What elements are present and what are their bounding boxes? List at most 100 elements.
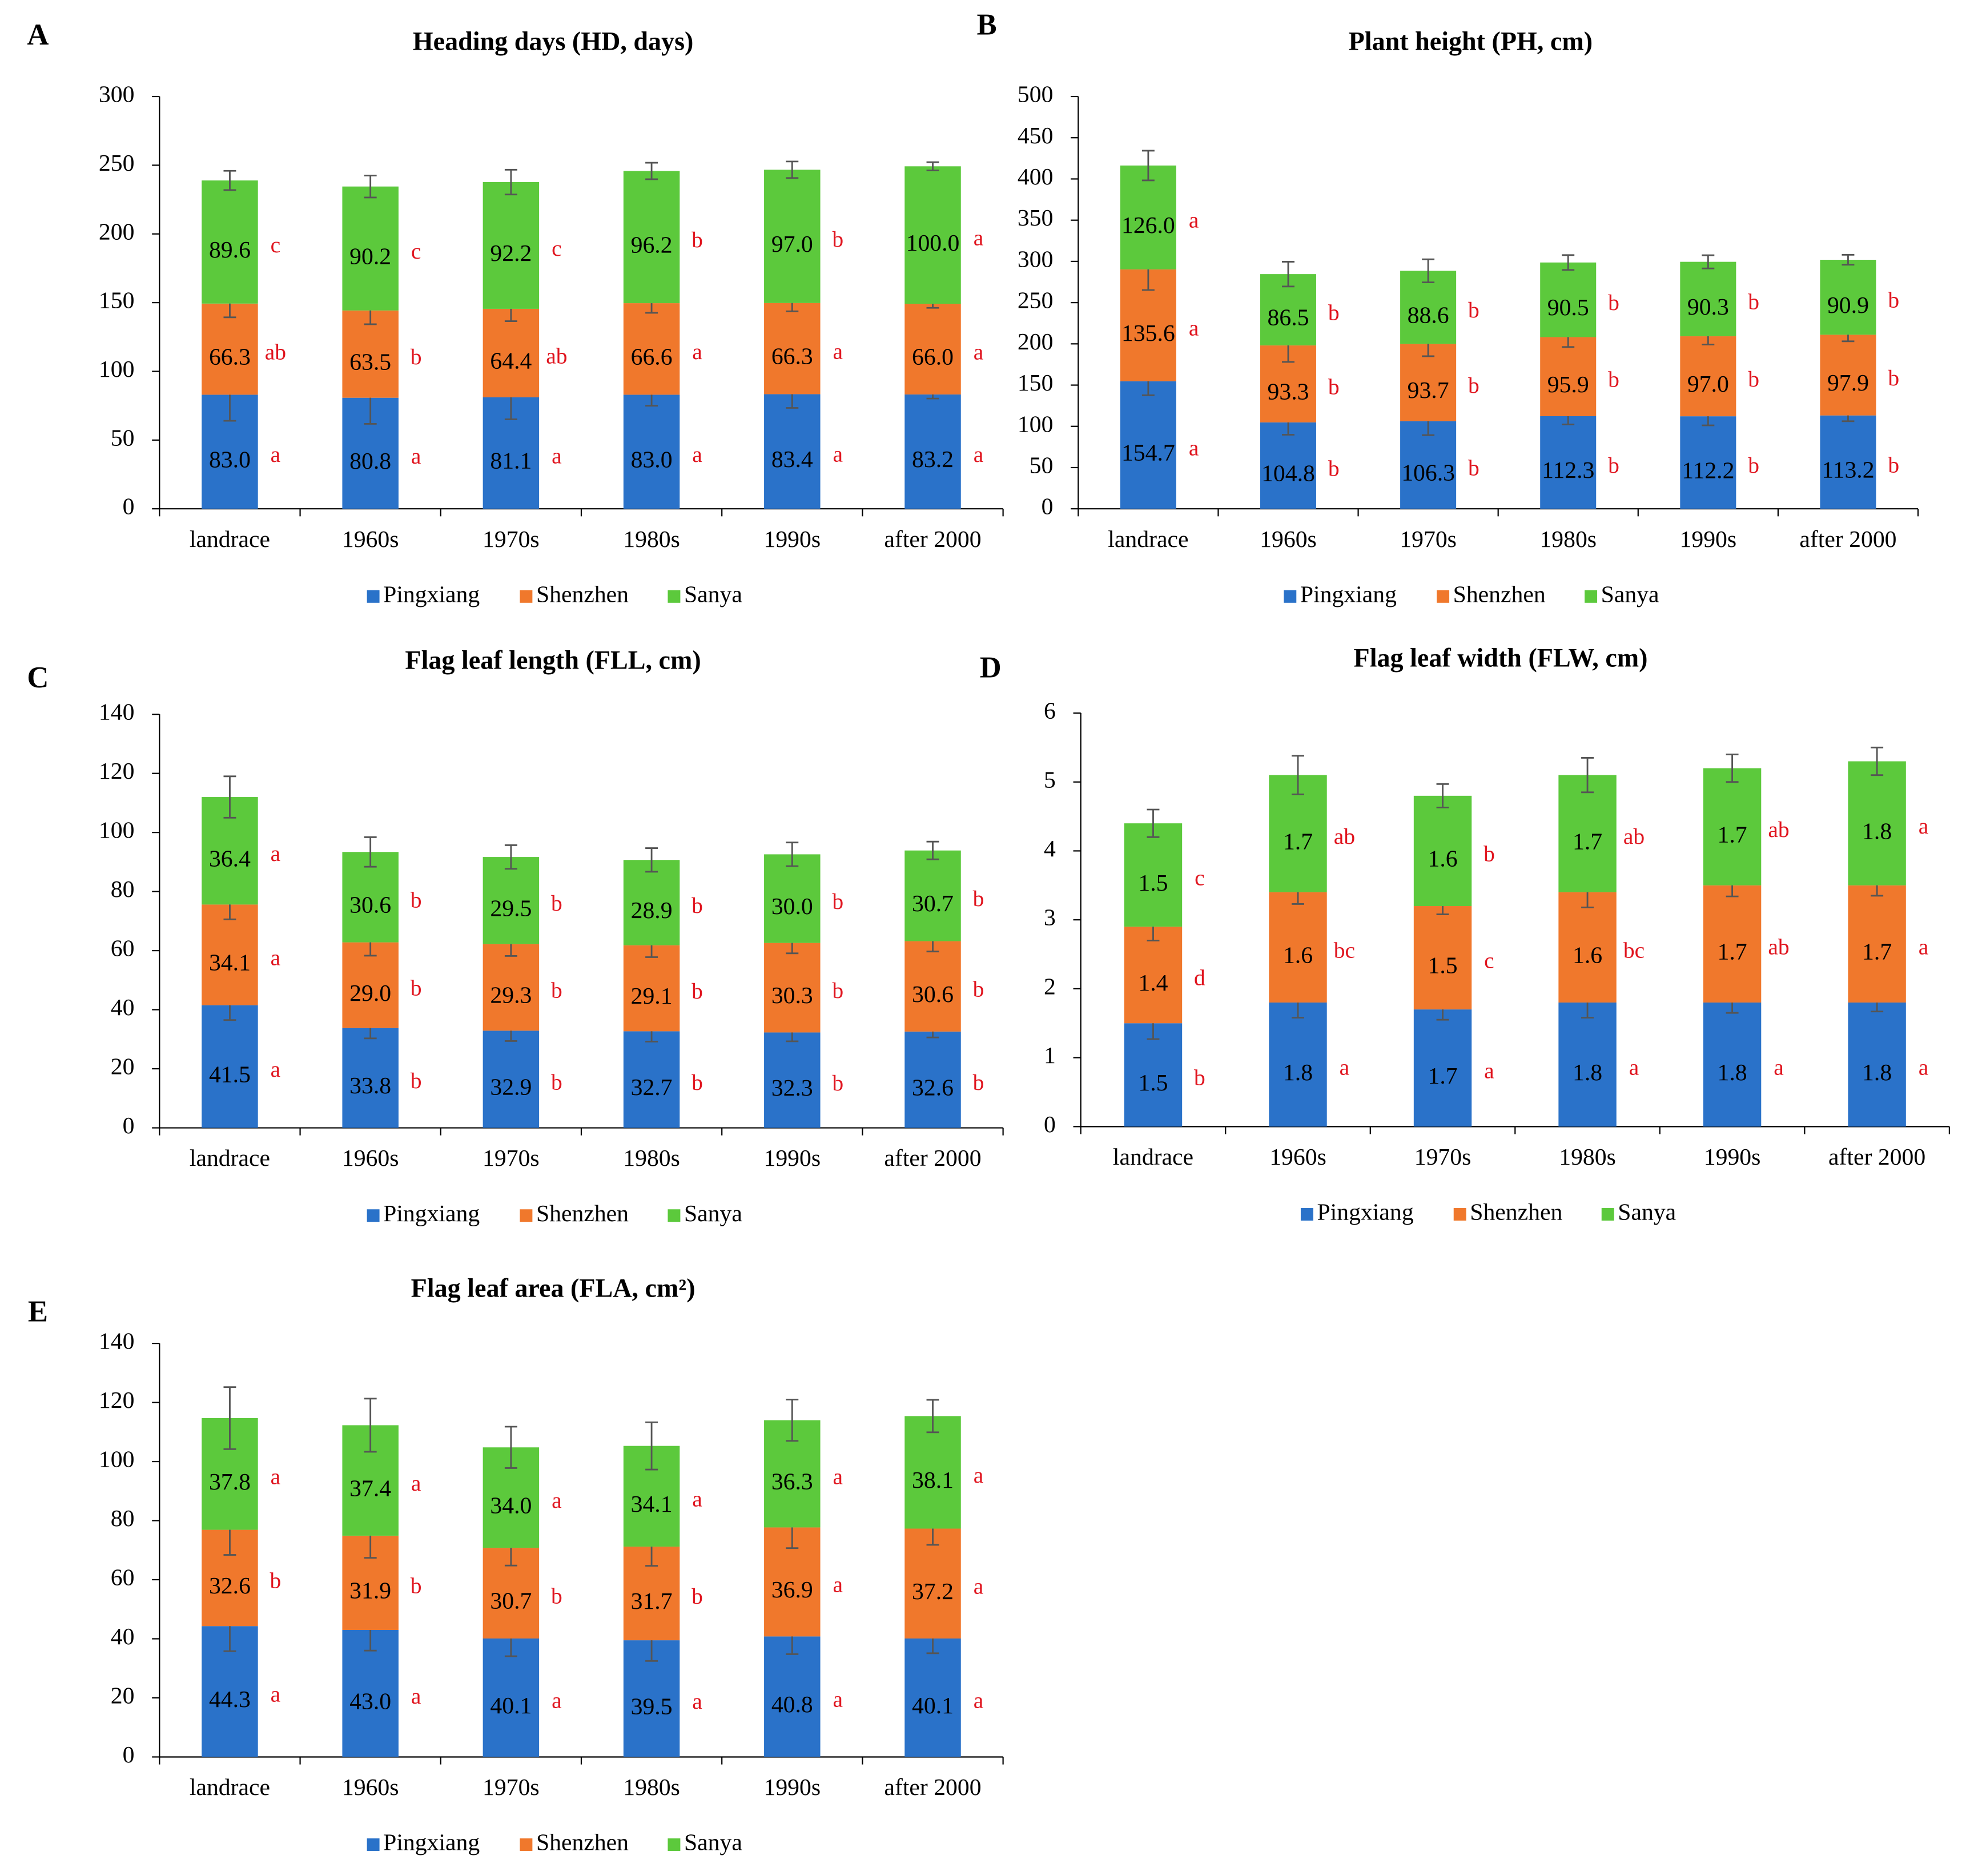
significance-letter: b bbox=[1608, 290, 1619, 315]
error-bar bbox=[786, 842, 799, 867]
bar-segment bbox=[623, 394, 680, 509]
significance-letter: a bbox=[1484, 1058, 1494, 1084]
y-tick-label: 80 bbox=[111, 876, 135, 903]
x-tick-label: 1970s bbox=[1400, 526, 1457, 553]
legend-swatch bbox=[520, 1209, 533, 1222]
legend-swatch bbox=[1284, 590, 1297, 603]
bar-segment bbox=[1848, 1003, 1906, 1127]
bar-segment bbox=[764, 303, 821, 394]
error-bar bbox=[926, 161, 939, 171]
legend-swatch bbox=[367, 590, 380, 603]
error-bar bbox=[364, 175, 377, 199]
x-tick-label: landrace bbox=[190, 1145, 270, 1172]
chart-title: Heading days (HD, days) bbox=[413, 26, 694, 55]
x-tick-label: 1960s bbox=[342, 1145, 399, 1172]
bar-segment bbox=[764, 854, 821, 943]
significance-letter: b bbox=[691, 893, 703, 918]
x-tick-label: after 2000 bbox=[1799, 526, 1896, 553]
bar-segment bbox=[1124, 1023, 1183, 1127]
bar-segment bbox=[483, 857, 540, 944]
significance-letter: d bbox=[1194, 965, 1205, 991]
error-bar bbox=[1292, 755, 1304, 795]
value-label: 83.0 bbox=[631, 446, 673, 473]
bar-segment bbox=[483, 944, 540, 1031]
value-label: 29.1 bbox=[631, 983, 673, 1009]
x-tick-label: after 2000 bbox=[884, 526, 981, 553]
legend-swatch bbox=[1300, 1208, 1313, 1221]
legend-label: Sanya bbox=[684, 581, 742, 607]
bar-segment bbox=[1540, 262, 1597, 337]
bar-segment bbox=[1269, 1003, 1327, 1127]
significance-letter: b bbox=[1888, 365, 1899, 391]
x-tick-label: 1980s bbox=[623, 1774, 680, 1801]
value-label: 1.5 bbox=[1428, 953, 1457, 979]
significance-letter: a bbox=[271, 442, 281, 467]
y-tick-label: 300 bbox=[99, 82, 135, 108]
value-label: 1.5 bbox=[1138, 1070, 1168, 1096]
bar-segment bbox=[904, 304, 961, 394]
x-tick-label: 1960s bbox=[1269, 1144, 1326, 1170]
significance-letter: c bbox=[1484, 948, 1494, 973]
y-tick-label: 3 bbox=[1044, 905, 1056, 931]
bar-segment bbox=[483, 182, 540, 309]
significance-letter: b bbox=[973, 1070, 984, 1095]
bar-segment bbox=[1413, 1009, 1472, 1127]
legend-label: Shenzhen bbox=[536, 1830, 629, 1856]
x-tick-label: landrace bbox=[1108, 526, 1188, 553]
legend-label: Shenzhen bbox=[536, 581, 629, 607]
bar-segment bbox=[483, 1030, 540, 1128]
bar-segment bbox=[1558, 892, 1617, 1003]
y-tick-label: 40 bbox=[111, 995, 135, 1021]
value-label: 135.6 bbox=[1121, 320, 1175, 347]
significance-letter: a bbox=[974, 226, 984, 251]
y-tick-label: 300 bbox=[1018, 246, 1054, 272]
error-bar bbox=[645, 847, 658, 873]
significance-letter: a bbox=[833, 442, 843, 467]
value-label: 1.7 bbox=[1718, 939, 1747, 965]
value-label: 44.3 bbox=[209, 1686, 251, 1713]
bar-segment bbox=[623, 860, 680, 945]
value-label: 112.3 bbox=[1542, 457, 1594, 484]
significance-letter: ab bbox=[265, 339, 286, 364]
x-tick-label: after 2000 bbox=[884, 1145, 981, 1172]
significance-letter: a bbox=[974, 1463, 984, 1488]
chart-title: Flag leaf area (FLA, cm²) bbox=[411, 1273, 695, 1302]
significance-letter: a bbox=[552, 443, 562, 468]
bar-segment bbox=[1413, 795, 1472, 907]
legend-label: Pingxiang bbox=[1300, 581, 1397, 607]
error-bar bbox=[926, 1399, 939, 1434]
y-tick-label: 100 bbox=[99, 818, 135, 844]
value-label: 1.8 bbox=[1283, 1060, 1313, 1086]
value-label: 96.2 bbox=[631, 232, 673, 258]
legend-swatch bbox=[367, 1838, 380, 1851]
bar-segment bbox=[483, 308, 540, 397]
legend-swatch bbox=[367, 1209, 380, 1222]
y-tick-label: 0 bbox=[123, 494, 135, 520]
significance-letter: a bbox=[692, 442, 702, 467]
significance-letter: a bbox=[692, 1487, 702, 1512]
y-tick-label: 250 bbox=[1018, 288, 1054, 314]
significance-letter: a bbox=[411, 444, 421, 469]
value-label: 30.6 bbox=[912, 981, 954, 1008]
x-tick-label: after 2000 bbox=[884, 1774, 981, 1801]
y-tick-label: 200 bbox=[99, 219, 135, 245]
value-label: 66.3 bbox=[209, 344, 251, 371]
value-label: 1.4 bbox=[1138, 970, 1168, 996]
significance-letter: b bbox=[691, 1584, 703, 1609]
value-label: 37.2 bbox=[912, 1579, 954, 1605]
value-label: 97.0 bbox=[1687, 371, 1729, 397]
value-label: 34.0 bbox=[490, 1492, 532, 1519]
value-label: 32.6 bbox=[912, 1074, 954, 1101]
error-bar bbox=[1871, 746, 1884, 776]
significance-letter: c bbox=[1195, 865, 1205, 891]
significance-letter: a bbox=[1919, 934, 1929, 959]
legend-label: Sanya bbox=[684, 1830, 742, 1856]
value-label: 39.5 bbox=[631, 1693, 673, 1720]
x-tick-label: 1990s bbox=[763, 1145, 821, 1172]
value-label: 83.2 bbox=[912, 446, 954, 473]
value-label: 29.5 bbox=[490, 896, 532, 922]
significance-letter: a bbox=[692, 1689, 702, 1714]
value-label: 36.9 bbox=[771, 1577, 813, 1603]
x-tick-label: 1970s bbox=[483, 526, 540, 553]
y-tick-label: 2 bbox=[1044, 973, 1056, 1000]
